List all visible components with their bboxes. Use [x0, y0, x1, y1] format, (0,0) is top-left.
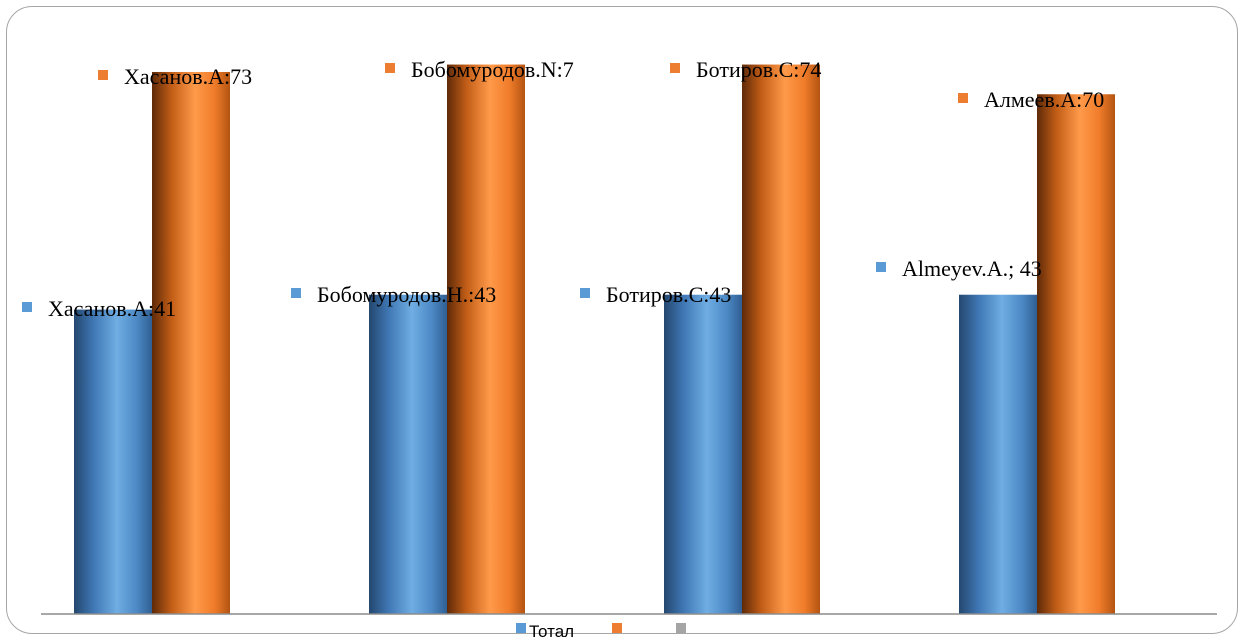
data-label-key-series2-category1	[98, 70, 108, 80]
legend-label-series1: Тотал	[529, 622, 574, 641]
bar-series2-category2	[447, 64, 525, 615]
data-label-key-series2-category2	[385, 63, 395, 73]
data-label-key-series1-category3	[580, 288, 590, 298]
bar-series1-category4	[959, 294, 1037, 614]
data-label-key-series2-category3	[670, 63, 680, 73]
legend-swatch-series1	[516, 623, 526, 633]
legend-swatch-series2	[612, 623, 622, 633]
data-label-series1-category3: Ботиров.С:43	[606, 282, 731, 307]
bar-series1-category3	[664, 294, 742, 614]
data-label-series1-category4: Almeyev.A.; 43	[902, 256, 1042, 281]
bar-series2-category4	[1037, 94, 1115, 614]
data-label-key-series1-category1	[22, 302, 32, 312]
data-label-series2-category2: Бобомуродов.N:7	[411, 57, 574, 82]
bar-series1-category1	[74, 309, 152, 614]
data-label-series1-category2: Бобомуродов.Н.:43	[317, 282, 496, 307]
data-label-key-series1-category2	[291, 288, 301, 298]
data-label-key-series2-category4	[958, 93, 968, 103]
bar-series1-category2	[369, 294, 447, 614]
legend: Тотал	[516, 622, 686, 641]
legend-swatch-series3	[676, 623, 686, 633]
data-label-series1-category1: Хасанов.А:41	[48, 296, 176, 321]
data-label-series2-category4: Алмеев.А:70	[984, 87, 1104, 112]
bar-series2-category1	[152, 71, 230, 615]
bar-series2-category3	[742, 64, 820, 615]
data-label-series2-category1: Хасанов.А:73	[124, 64, 252, 89]
data-label-series2-category3: Ботиров.С:74	[696, 57, 821, 82]
data-label-key-series1-category4	[876, 262, 886, 272]
